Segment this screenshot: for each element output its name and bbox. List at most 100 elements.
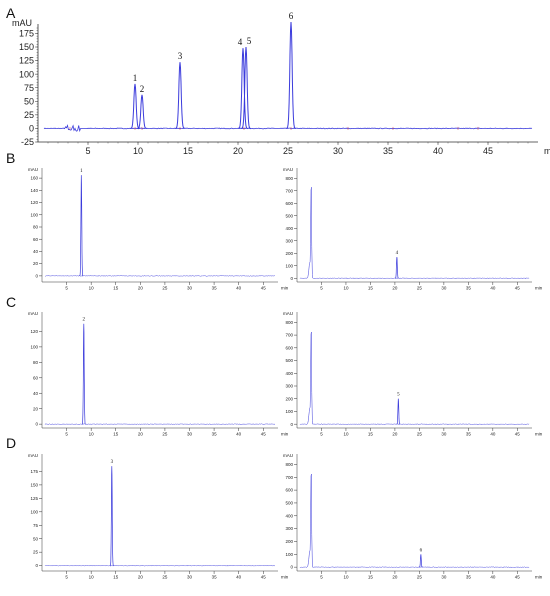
- y-axis-unit: mAU: [283, 453, 293, 458]
- y-tick-label: 700: [285, 475, 293, 480]
- chart-d-right: 0 100 200 300 400 500 600 700 800 5 10 15 20 25 30 35 40…: [283, 453, 543, 580]
- x-tick-label: 25: [162, 432, 168, 437]
- y-tick-label: 80: [33, 225, 39, 230]
- peak-5: [396, 398, 401, 425]
- y-tick-label: 0: [290, 565, 293, 570]
- x-tick-label: 30: [441, 286, 447, 291]
- y-tick-label: 0: [290, 276, 293, 281]
- x-tick-label: 40: [236, 575, 242, 580]
- peak-label-1: 1: [80, 169, 83, 174]
- peak-label-1: 1: [133, 73, 138, 83]
- y-tick-label: 125: [19, 56, 34, 66]
- y-tick-label: 20: [33, 406, 39, 411]
- x-tick-label: 15: [183, 146, 193, 156]
- y-tick-label: 800: [285, 320, 293, 325]
- y-tick-label: 800: [285, 462, 293, 467]
- x-tick-label: 30: [441, 432, 447, 437]
- y-tick-label: 0: [29, 124, 34, 134]
- x-tick-label: 15: [113, 286, 119, 291]
- x-tick-label: 15: [113, 575, 119, 580]
- y-tick-label: 200: [285, 396, 293, 401]
- y-tick-label: 100: [285, 552, 293, 557]
- y-tick-label: 200: [285, 539, 293, 544]
- y-tick-label: 120: [30, 200, 38, 205]
- peak-label-6: 6: [420, 548, 423, 553]
- y-tick-label: 25: [33, 550, 39, 555]
- peak-label-5: 5: [397, 393, 400, 398]
- x-tick-label: 20: [392, 575, 398, 580]
- x-tick-label: 15: [368, 286, 374, 291]
- x-axis-unit: min: [281, 575, 289, 580]
- chart-d-left: 0 25 50 75 100 125 150 175 5 10 15 20 25 30 35 40 45 mAU m…: [28, 453, 289, 580]
- y-axis-unit: mAU: [28, 311, 38, 316]
- x-tick-label: 15: [368, 432, 374, 437]
- y-tick-label: 200: [285, 251, 293, 256]
- y-axis-unit: mAU: [283, 167, 293, 172]
- x-tick-label: 10: [89, 575, 95, 580]
- y-tick-label: -25: [21, 137, 34, 147]
- y-tick-label: 800: [285, 176, 293, 181]
- x-tick-label: 5: [65, 286, 68, 291]
- x-tick-label: 40: [236, 432, 242, 437]
- x-axis-unit: min: [281, 286, 289, 291]
- x-tick-label: 25: [162, 286, 168, 291]
- peak-5: [241, 46, 251, 129]
- x-tick-label: 20: [233, 146, 243, 156]
- x-tick-label: 35: [212, 432, 218, 437]
- x-tick-label: 5: [320, 575, 323, 580]
- x-tick-label: 45: [261, 286, 267, 291]
- y-axis-unit: mAU: [12, 18, 32, 28]
- y-tick-label: 500: [285, 213, 293, 218]
- x-tick-label: 20: [138, 286, 144, 291]
- peak-4: [395, 256, 399, 279]
- x-tick-label: 5: [85, 146, 90, 156]
- x-tick-label: 45: [515, 575, 521, 580]
- y-tick-label: 25: [24, 110, 34, 120]
- peak-4: [238, 48, 248, 129]
- y-tick-label: 100: [285, 409, 293, 414]
- y-tick-label: 300: [285, 526, 293, 531]
- peak-3: [175, 62, 185, 129]
- y-tick-label: 0: [35, 273, 38, 278]
- y-tick-label: 400: [285, 513, 293, 518]
- y-tick-label: 160: [30, 176, 38, 181]
- x-tick-label: 10: [89, 432, 95, 437]
- y-axis-unit: mAU: [283, 311, 293, 316]
- baseline-trace: [43, 124, 533, 133]
- y-tick-label: 0: [35, 563, 38, 568]
- x-axis-unit: min: [535, 286, 543, 291]
- chart-b-right: 0 100 200 300 400 500 600 700 800 5 10 15 20 25 30 35 40…: [283, 167, 543, 291]
- x-tick-label: 25: [283, 146, 293, 156]
- peak-6: [419, 554, 423, 568]
- y-tick-label: 400: [285, 226, 293, 231]
- y-tick-label: 100: [285, 263, 293, 268]
- x-tick-label: 25: [162, 575, 168, 580]
- x-tick-label: 20: [138, 575, 144, 580]
- x-tick-label: 40: [236, 286, 242, 291]
- y-tick-label: 50: [24, 96, 34, 106]
- x-tick-label: 25: [417, 432, 423, 437]
- x-tick-label: 20: [392, 286, 398, 291]
- y-tick-label: 100: [30, 212, 38, 217]
- x-tick-label: 15: [113, 432, 119, 437]
- chart-c-left: 0 20 40 60 80 100 120 5 10 15 20 25 30 35 40 45 mAU min 2: [28, 311, 289, 437]
- x-tick-label: 45: [261, 575, 267, 580]
- x-tick-label: 45: [261, 432, 267, 437]
- y-tick-label: 700: [285, 333, 293, 338]
- peak-label-3: 3: [111, 460, 114, 465]
- panel-letter-c: C: [6, 294, 16, 310]
- y-tick-label: 0: [290, 422, 293, 427]
- x-tick-label: 10: [343, 286, 349, 291]
- baseline-trace: [44, 275, 276, 277]
- chart-b-left: 0 20 40 60 80 100 120 140 160 5 10 15 20 25 30 35 40 45 mA…: [28, 167, 289, 291]
- y-tick-label: 600: [285, 345, 293, 350]
- x-tick-label: 20: [392, 432, 398, 437]
- x-axis-unit: min: [535, 575, 543, 580]
- x-axis-unit: min: [281, 432, 289, 437]
- y-tick-label: 500: [285, 358, 293, 363]
- y-tick-label: 40: [33, 249, 39, 254]
- baseline-trace: [44, 423, 276, 425]
- y-axis-unit: mAU: [28, 453, 38, 458]
